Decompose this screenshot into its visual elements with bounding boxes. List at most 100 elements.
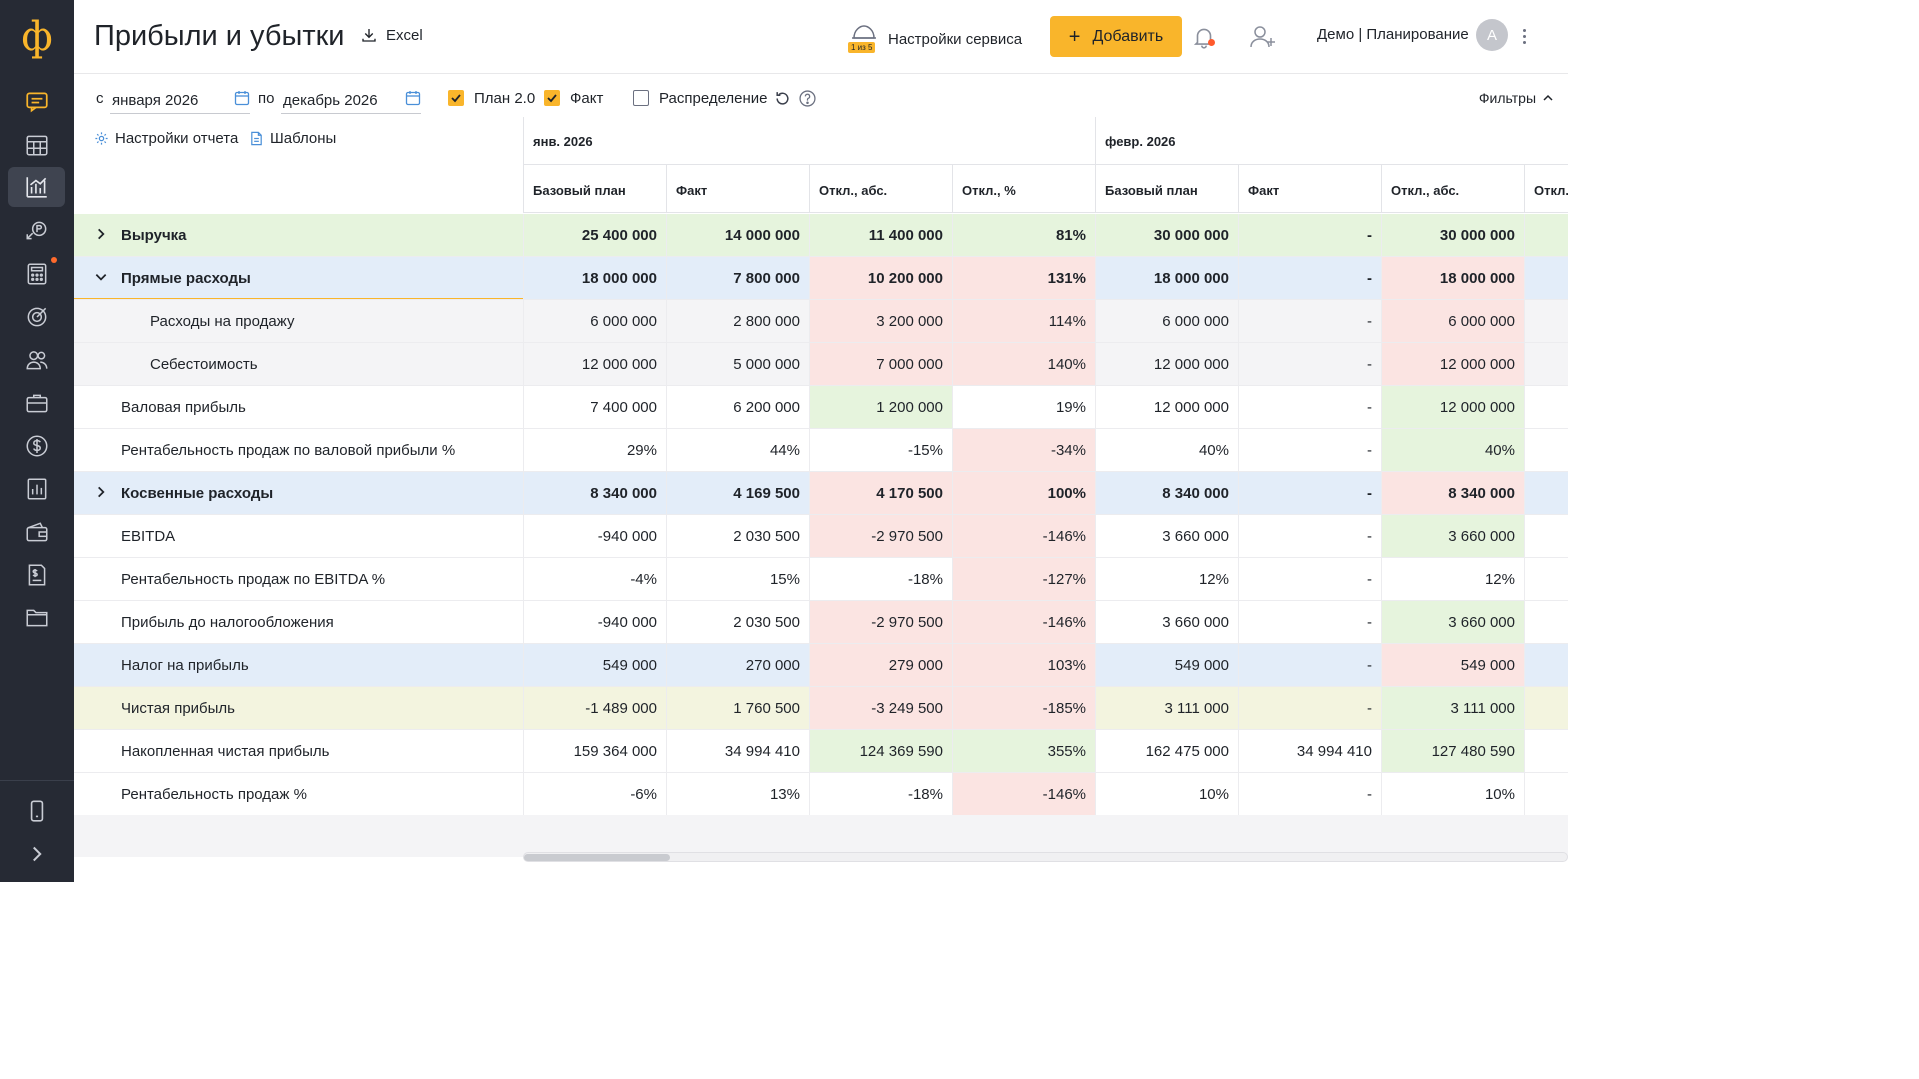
table-cell[interactable]: -146%: [952, 515, 1095, 557]
more-menu-button[interactable]: [1516, 24, 1532, 48]
table-cell[interactable]: 355%: [952, 730, 1095, 772]
calendar-icon[interactable]: [234, 90, 250, 106]
table-cell[interactable]: 124 369 590: [809, 730, 952, 772]
table-cell[interactable]: 3 660 000: [1381, 515, 1524, 557]
table-cell[interactable]: -2 970 500: [809, 515, 952, 557]
column-header[interactable]: Факт: [1238, 165, 1381, 213]
table-cell[interactable]: 30 000 000: [1381, 214, 1524, 256]
table-cell[interactable]: 549 000: [523, 644, 666, 686]
table-cell[interactable]: -1 489 000: [523, 687, 666, 729]
table-cell[interactable]: [1524, 773, 1568, 815]
table-cell[interactable]: [1524, 257, 1568, 299]
table-cell[interactable]: 44%: [666, 429, 809, 471]
table-cell[interactable]: -940 000: [523, 515, 666, 557]
table-row[interactable]: Косвенные расходы 8 340 000 4 169 500 4 170…: [74, 472, 1568, 515]
table-row[interactable]: Валовая прибыль 7 400 000 6 200 000 1 200 0…: [74, 386, 1568, 429]
table-row[interactable]: Себестоимость 12 000 000 5 000 000 7 000 00…: [74, 343, 1568, 386]
chevron-right-icon[interactable]: [94, 485, 108, 499]
table-cell[interactable]: -15%: [809, 429, 952, 471]
table-row[interactable]: EBITDA -940 000 2 030 500 -2 970 500 -146% 3 …: [74, 515, 1568, 558]
table-cell[interactable]: 2 030 500: [666, 601, 809, 643]
add-button[interactable]: + Добавить: [1050, 16, 1182, 57]
column-header[interactable]: Откл.: [1524, 165, 1568, 213]
table-cell[interactable]: 3 660 000: [1381, 601, 1524, 643]
table-row[interactable]: Накопленная чистая прибыль 159 364 000 34 …: [74, 730, 1568, 773]
table-cell[interactable]: [1524, 558, 1568, 600]
table-row[interactable]: Расходы на продажу 6 000 000 2 800 000 3 20…: [74, 300, 1568, 343]
table-cell[interactable]: 3 111 000: [1095, 687, 1238, 729]
table-cell[interactable]: 12 000 000: [1381, 343, 1524, 385]
chevron-right-icon[interactable]: [94, 227, 108, 241]
notifications-button[interactable]: [1191, 24, 1217, 50]
table-cell[interactable]: [1524, 214, 1568, 256]
table-row[interactable]: Прямые расходы 18 000 000 7 800 000 10 200 …: [74, 257, 1568, 300]
filters-toggle-button[interactable]: Фильтры: [1479, 90, 1554, 106]
table-cell[interactable]: 127 480 590: [1381, 730, 1524, 772]
table-row[interactable]: Налог на прибыль 549 000 270 000 279 000 103…: [74, 644, 1568, 687]
date-from-input[interactable]: января 2026: [110, 88, 250, 114]
table-row[interactable]: Рентабельность продаж по валовой прибыли…: [74, 429, 1568, 472]
sidebar-item-wallet[interactable]: [8, 512, 65, 552]
sidebar-item-chat[interactable]: [8, 82, 65, 122]
column-header[interactable]: Откл., абс.: [809, 165, 952, 213]
sidebar-item-users[interactable]: [8, 340, 65, 380]
table-cell[interactable]: 6 000 000: [1095, 300, 1238, 342]
table-cell[interactable]: 6 200 000: [666, 386, 809, 428]
table-cell[interactable]: 4 169 500: [666, 472, 809, 514]
table-cell[interactable]: 40%: [1095, 429, 1238, 471]
table-cell[interactable]: 19%: [952, 386, 1095, 428]
table-cell[interactable]: 6 000 000: [1381, 300, 1524, 342]
service-settings-button[interactable]: 1 из 5 Настройки сервиса: [848, 22, 1022, 56]
invite-user-button[interactable]: [1249, 23, 1277, 51]
table-cell[interactable]: -: [1238, 558, 1381, 600]
table-cell[interactable]: 14 000 000: [666, 214, 809, 256]
table-row[interactable]: Рентабельность продаж % -6% 13% -18% -146% 10…: [74, 773, 1568, 816]
plan-checkbox[interactable]: [448, 90, 464, 106]
templates-button[interactable]: Шаблоны: [249, 130, 336, 147]
table-cell[interactable]: 81%: [952, 214, 1095, 256]
table-cell[interactable]: [1524, 343, 1568, 385]
distribution-checkbox[interactable]: [633, 90, 649, 106]
table-cell[interactable]: [1524, 687, 1568, 729]
table-cell[interactable]: 5 000 000: [666, 343, 809, 385]
table-cell[interactable]: [1524, 515, 1568, 557]
table-cell[interactable]: -127%: [952, 558, 1095, 600]
table-row[interactable]: Прибыль до налогообложения -940 000 2 030 …: [74, 601, 1568, 644]
table-cell[interactable]: 11 400 000: [809, 214, 952, 256]
sidebar-item-invoice[interactable]: [8, 555, 65, 595]
table-cell[interactable]: [1524, 644, 1568, 686]
table-cell[interactable]: -: [1238, 472, 1381, 514]
table-cell[interactable]: 3 660 000: [1095, 601, 1238, 643]
table-cell[interactable]: 2 030 500: [666, 515, 809, 557]
table-cell[interactable]: 12%: [1095, 558, 1238, 600]
table-cell[interactable]: 12 000 000: [1095, 386, 1238, 428]
table-row[interactable]: Чистая прибыль -1 489 000 1 760 500 -3 249 …: [74, 687, 1568, 730]
column-header[interactable]: Базовый план: [1095, 165, 1238, 213]
table-cell[interactable]: 4 170 500: [809, 472, 952, 514]
column-header[interactable]: Факт: [666, 165, 809, 213]
sidebar-item-bar-chart[interactable]: [8, 167, 65, 207]
report-settings-button[interactable]: Настройки отчета: [94, 130, 238, 147]
table-cell[interactable]: 159 364 000: [523, 730, 666, 772]
table-cell[interactable]: 18 000 000: [523, 257, 666, 299]
table-cell[interactable]: -: [1238, 429, 1381, 471]
table-cell[interactable]: -185%: [952, 687, 1095, 729]
table-cell[interactable]: [1524, 472, 1568, 514]
table-cell[interactable]: 12 000 000: [1381, 386, 1524, 428]
app-logo[interactable]: ф: [21, 14, 53, 60]
sidebar-expand-button[interactable]: [8, 834, 65, 874]
table-cell[interactable]: -4%: [523, 558, 666, 600]
table-cell[interactable]: 100%: [952, 472, 1095, 514]
calendar-icon[interactable]: [405, 90, 421, 106]
table-cell[interactable]: 1 760 500: [666, 687, 809, 729]
sidebar-item-target[interactable]: [8, 297, 65, 337]
table-cell[interactable]: 8 340 000: [523, 472, 666, 514]
table-cell[interactable]: 131%: [952, 257, 1095, 299]
table-cell[interactable]: [1524, 601, 1568, 643]
table-cell[interactable]: -: [1238, 515, 1381, 557]
table-cell[interactable]: 15%: [666, 558, 809, 600]
table-cell[interactable]: 2 800 000: [666, 300, 809, 342]
table-cell[interactable]: 7 400 000: [523, 386, 666, 428]
table-cell[interactable]: 13%: [666, 773, 809, 815]
table-cell[interactable]: 3 200 000: [809, 300, 952, 342]
